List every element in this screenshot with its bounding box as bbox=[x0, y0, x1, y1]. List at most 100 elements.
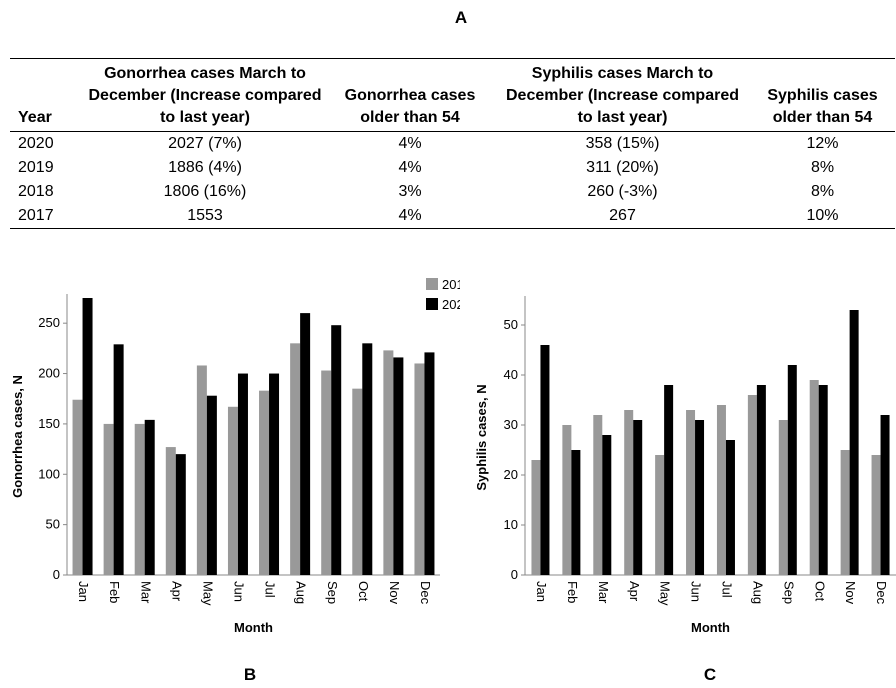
cell-syphilis-cases: 358 (15%) bbox=[585, 135, 660, 152]
gonorrhea-x-tick-label: Aug bbox=[294, 581, 309, 604]
cell-gonorrhea-older: 4% bbox=[398, 135, 422, 152]
syphilis-bar-2020-feb bbox=[571, 450, 581, 575]
gonorrhea-x-tick-label: Oct bbox=[356, 581, 371, 602]
syphilis-bar-2020-may bbox=[664, 385, 674, 575]
gonorrhea-y-axis-title: Gonorrhea cases, N bbox=[10, 375, 25, 498]
cell-year: 2019 bbox=[18, 159, 54, 176]
cell-syphilis-older: 12% bbox=[806, 135, 839, 152]
syphilis-y-tick-label: 0 bbox=[511, 567, 518, 582]
syphilis-bar-2019-jul bbox=[716, 405, 726, 575]
cell-year: 2017 bbox=[10, 204, 85, 229]
syphilis-x-tick-label: Dec bbox=[874, 581, 889, 605]
cell-syphilis-older: 8% bbox=[810, 183, 835, 200]
cell-gonorrhea-older: 4% bbox=[325, 204, 495, 229]
gonorrhea-bar-2020-jan bbox=[82, 298, 93, 575]
cell-gonorrhea-cases: 1806 (16%) bbox=[163, 183, 247, 200]
syphilis-x-tick-label: Feb bbox=[565, 581, 580, 603]
syphilis-x-tick-label: Aug bbox=[750, 581, 765, 604]
syphilis-bar-2020-jan bbox=[540, 345, 550, 575]
syphilis-bar-2019-jan bbox=[531, 460, 541, 575]
gonorrhea-y-tick-label: 200 bbox=[38, 366, 60, 381]
gonorrhea-y-tick-label: 250 bbox=[38, 315, 60, 330]
syphilis-bar-2019-oct bbox=[809, 380, 819, 575]
gonorrhea-bar-2020-dec bbox=[424, 352, 435, 575]
syphilis-x-axis-title: Month bbox=[691, 620, 730, 635]
gonorrhea-bar-2019-feb bbox=[103, 423, 114, 575]
syphilis-bar-2019-sep bbox=[778, 420, 788, 575]
syphilis-y-tick-label: 40 bbox=[504, 367, 518, 382]
panel-label-a: A bbox=[454, 8, 468, 27]
gonorrhea-bar-2020-apr bbox=[175, 454, 186, 575]
gonorrhea-bar-2020-jul bbox=[269, 373, 280, 575]
syphilis-x-tick-label: May bbox=[658, 581, 673, 606]
syphilis-bar-2019-jun bbox=[686, 410, 696, 575]
gonorrhea-x-tick-label: Jul bbox=[263, 581, 278, 598]
syphilis-bar-2020-jun bbox=[695, 420, 705, 575]
cell-syphilis-cases: 311 (20%) bbox=[586, 159, 659, 176]
syphilis-x-tick-label: Nov bbox=[843, 581, 858, 605]
cell-gonorrhea-older: 3% bbox=[398, 183, 422, 200]
gonorrhea-legend-label-2019: 2019 bbox=[442, 277, 460, 292]
gonorrhea-bar-2019-dec bbox=[414, 363, 425, 575]
syphilis-bar-2020-apr bbox=[633, 420, 643, 575]
cell-gonorrhea-cases: 1553 bbox=[85, 204, 325, 229]
syphilis-x-tick-label: Oct bbox=[812, 581, 827, 602]
gonorrhea-bar-2020-may bbox=[206, 395, 217, 575]
gonorrhea-x-tick-label: May bbox=[200, 581, 215, 606]
syphilis-bar-2020-aug bbox=[756, 385, 766, 575]
table-row: 2018 1806 (16%) 3% 260 (-3%) 8% bbox=[10, 180, 895, 204]
gonorrhea-bar-2019-sep bbox=[321, 370, 332, 575]
cell-gonorrhea-cases: 1886 (4%) bbox=[168, 159, 242, 176]
syphilis-bar-2020-nov bbox=[849, 310, 859, 575]
syphilis-bar-2019-mar bbox=[593, 415, 603, 575]
cell-gonorrhea-older: 4% bbox=[398, 159, 422, 176]
syphilis-bar-2019-nov bbox=[840, 450, 850, 575]
gonorrhea-x-axis-title: Month bbox=[234, 620, 273, 635]
table-header-row: Year Gonorrhea cases March to December (… bbox=[10, 58, 895, 132]
gonorrhea-y-tick-label: 0 bbox=[53, 567, 60, 582]
gonorrhea-bar-2020-mar bbox=[144, 419, 155, 575]
summary-table: Year Gonorrhea cases March to December (… bbox=[10, 58, 895, 229]
syphilis-bar-chart: 0 10 20 30 40 50 Jan Feb Mar Apr May Jun Jul Aug Sep Oc… bbox=[474, 296, 896, 635]
gonorrhea-bar-2020-jun bbox=[237, 373, 248, 575]
syphilis-x-tick-label: Jun bbox=[689, 581, 704, 602]
syphilis-y-axis-title: Syphilis cases, N bbox=[474, 384, 489, 490]
syphilis-bar-2020-dec bbox=[880, 415, 890, 575]
gonorrhea-bar-2020-sep bbox=[331, 325, 342, 575]
table-row: 2019 1886 (4%) 4% 311 (20%) 8% bbox=[10, 156, 895, 180]
syphilis-y-tick-label: 10 bbox=[504, 517, 518, 532]
gonorrhea-x-tick-label: Nov bbox=[387, 581, 402, 605]
syphilis-bar-2019-apr bbox=[624, 410, 634, 575]
gonorrhea-x-tick-label: Jan bbox=[76, 581, 91, 602]
gonorrhea-x-tick-label: Mar bbox=[138, 581, 153, 604]
gonorrhea-x-tick-label: Jun bbox=[232, 581, 247, 602]
panel-label-c: C bbox=[703, 665, 717, 684]
gonorrhea-bar-2020-nov bbox=[393, 357, 404, 575]
gonorrhea-x-tick-label: Apr bbox=[169, 581, 184, 602]
gonorrhea-bar-2019-aug bbox=[290, 343, 301, 575]
syphilis-bar-2019-feb bbox=[562, 425, 572, 575]
gonorrhea-bar-2019-oct bbox=[352, 388, 363, 575]
gonorrhea-bar-2019-nov bbox=[383, 350, 394, 575]
cell-syphilis-cases: 267 bbox=[495, 204, 750, 229]
gonorrhea-legend-swatch-2019 bbox=[426, 278, 438, 290]
syphilis-bar-2020-jul bbox=[725, 440, 735, 575]
cell-year: 2020 bbox=[18, 135, 54, 152]
gonorrhea-bar-2019-mar bbox=[134, 423, 145, 575]
syphilis-bar-2019-may bbox=[655, 455, 665, 575]
cell-gonorrhea-cases: 2027 (7%) bbox=[168, 135, 242, 152]
cell-year: 2018 bbox=[18, 183, 54, 200]
syphilis-bar-2020-sep bbox=[787, 365, 797, 575]
gonorrhea-bar-2020-aug bbox=[300, 313, 311, 575]
header-year: Year bbox=[10, 58, 85, 132]
syphilis-bar-2019-dec bbox=[871, 455, 881, 575]
syphilis-x-tick-label: Jul bbox=[720, 581, 735, 598]
header-gonorrhea-cases: Gonorrhea cases March to December (Incre… bbox=[85, 58, 325, 132]
cell-syphilis-cases: 260 (-3%) bbox=[587, 183, 658, 200]
panel-label-b: B bbox=[243, 665, 257, 684]
gonorrhea-legend-swatch-2020 bbox=[426, 298, 438, 310]
gonorrhea-bar-2020-feb bbox=[113, 344, 124, 575]
gonorrhea-bar-2019-jun bbox=[227, 406, 238, 575]
gonorrhea-bar-2019-apr bbox=[165, 447, 176, 575]
syphilis-x-tick-label: Apr bbox=[627, 581, 642, 602]
